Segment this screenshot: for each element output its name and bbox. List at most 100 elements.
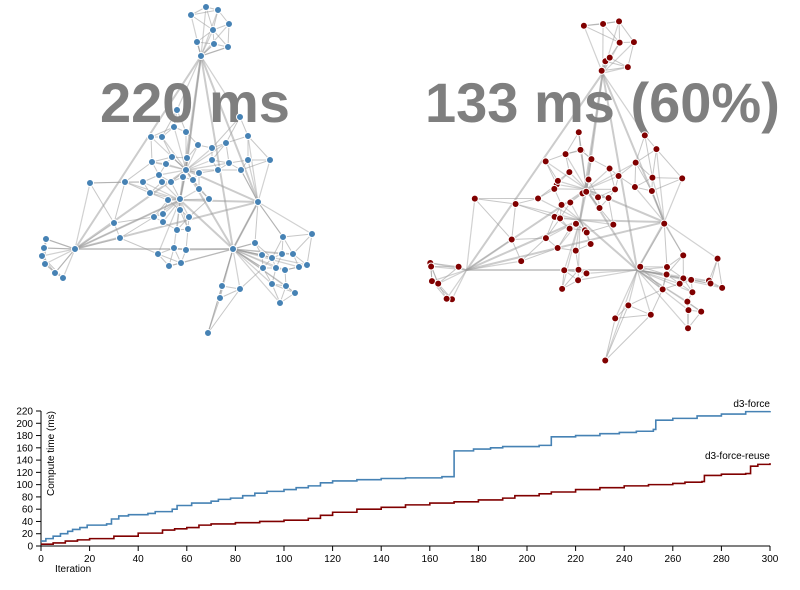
y-tick-label: 180	[16, 431, 33, 442]
d3-force-graph-link	[41, 248, 76, 257]
y-tick-label: 140	[16, 456, 33, 467]
d3-force-graph-link	[113, 216, 155, 224]
d3-force-graph-node	[173, 106, 181, 114]
d3-force-graph-node	[202, 3, 210, 11]
d3-force-graph-link	[257, 201, 284, 238]
d3-force-reuse-graph-node	[565, 168, 574, 177]
d3-force-graph-link	[157, 253, 182, 264]
d3-force-reuse-graph-link	[583, 25, 620, 44]
x-axis: 0 20 40 60 80 100 120 140 160 180 200 220 240 260 280 3…	[38, 545, 779, 565]
d3-force-graph-node	[281, 266, 289, 274]
d3-force-reuse-graph-node	[652, 145, 661, 154]
d3-force-graph-node	[176, 195, 184, 203]
d3-force-reuse-graph-link	[465, 72, 604, 271]
d3-force-graph-link	[179, 199, 259, 203]
d3-force-reuse-graph-link	[565, 131, 580, 155]
d3-force-reuse-graph-node	[434, 279, 443, 288]
d3-force-reuse-graph-link	[604, 305, 629, 361]
d3-force-reuse-graph-link	[627, 269, 638, 306]
d3-force-reuse-graph-link	[437, 269, 467, 285]
x-tick-label: 300	[762, 554, 779, 565]
d3-force-graph-node	[204, 329, 212, 337]
d3-force-reuse-graph-node	[629, 38, 638, 47]
y-tick-label: 40	[22, 517, 34, 528]
d3-force-reuse-graph-link	[466, 221, 665, 271]
d3-force-graph-link	[185, 144, 199, 171]
d3-force-graph-link	[150, 136, 153, 163]
d3-force-graph-node	[168, 153, 176, 161]
d3-force-reuse-graph-link	[557, 180, 587, 190]
d3-force-graph-link	[190, 14, 214, 31]
y-tick-label: 0	[27, 542, 33, 553]
x-tick-label: 40	[133, 554, 145, 565]
d3-force-reuse-graph-node	[660, 219, 669, 228]
d3-force-reuse-graph-link	[604, 318, 616, 361]
d3-force-reuse-graph-link	[561, 269, 579, 290]
d3-force-reuse-graph-link	[651, 149, 657, 178]
d3-force-reuse-graph-link	[561, 219, 581, 290]
d3-force-graph-node	[165, 262, 173, 270]
d3-force-graph-link	[45, 238, 76, 250]
d3-force-reuse-graph-node	[595, 203, 604, 212]
d3-force-graph-node	[208, 156, 216, 164]
d3-force-graph-link	[150, 126, 175, 138]
d3-force-graph-link	[43, 247, 76, 250]
d3-force-graph-link	[306, 233, 313, 266]
d3-force-graph-node	[155, 171, 163, 179]
d3-force-graph-node	[195, 169, 203, 177]
d3-force-reuse-graph-link	[663, 221, 718, 260]
d3-force-graph-node	[86, 179, 94, 187]
d3-force-reuse-graph-node	[605, 53, 614, 62]
d3-force-reuse-graph-link	[651, 177, 683, 192]
d3-force-reuse-graph-node	[454, 262, 463, 271]
d3-force-graph-node	[179, 173, 187, 181]
d3-force-graph-node	[303, 261, 311, 269]
d3-force-graph-link	[232, 248, 264, 269]
d3-force-graph-node	[40, 244, 48, 252]
d3-force-graph-link	[45, 238, 76, 250]
d3-force-graph-link	[179, 199, 234, 250]
d3-force-reuse-graph-link	[634, 186, 665, 223]
d3-force-graph-link	[205, 6, 214, 31]
x-tick-label: 80	[230, 554, 242, 565]
d3-force-reuse-graph-link	[717, 258, 723, 288]
d3-force-reuse-graph-link	[602, 41, 635, 74]
d3-force-reuse-graph-node	[636, 262, 645, 271]
d3-force-reuse-graph-node	[615, 38, 624, 47]
d3-force-graph-link	[247, 135, 259, 203]
d3-force-graph-node	[229, 245, 237, 253]
x-tick-label: 60	[181, 554, 193, 565]
d3-force-graph-node	[291, 289, 299, 297]
d3-force-graph-node	[110, 219, 118, 227]
d3-force-reuse-graph-node	[679, 251, 688, 260]
d3-force-reuse-graph-node	[582, 228, 591, 237]
d3-force-reuse-graph-link	[637, 269, 711, 285]
d3-force-reuse-graph-link	[637, 269, 680, 285]
d3-force-graph-node	[205, 195, 213, 203]
series-line-d3-force-reuse	[41, 463, 771, 545]
d3-force-reuse-graph-node	[507, 235, 516, 244]
d3-force-reuse-graph-link	[639, 266, 663, 290]
d3-force-reuse-graph-node	[684, 324, 692, 333]
d3-force-reuse-graph-link	[651, 177, 665, 223]
d3-force-reuse-graph-link	[615, 314, 651, 319]
y-tick-label: 160	[16, 443, 33, 454]
graph-nodes-d3-force-reuse	[426, 17, 727, 365]
d3-force-reuse-graph-node	[586, 239, 595, 248]
d3-force-reuse-graph-node	[706, 279, 715, 288]
d3-force-graph-node	[236, 113, 244, 121]
d3-force-graph-link	[124, 181, 151, 194]
d3-force-graph-node	[225, 20, 233, 28]
d3-force-reuse-graph-node	[630, 183, 639, 192]
d3-force-graph-node	[147, 133, 155, 141]
d3-force-reuse-graph-link	[652, 177, 683, 179]
d3-force-graph-link	[185, 142, 227, 171]
d3-force-graph-node	[272, 264, 280, 272]
d3-force-reuse-graph-link	[628, 304, 651, 316]
d3-force-graph-link	[190, 9, 219, 16]
d3-force-reuse-graph-link	[628, 288, 663, 306]
d3-force-graph-node	[208, 144, 216, 152]
d3-force-graph-link	[41, 255, 64, 279]
d3-force-graph-link	[54, 248, 76, 274]
